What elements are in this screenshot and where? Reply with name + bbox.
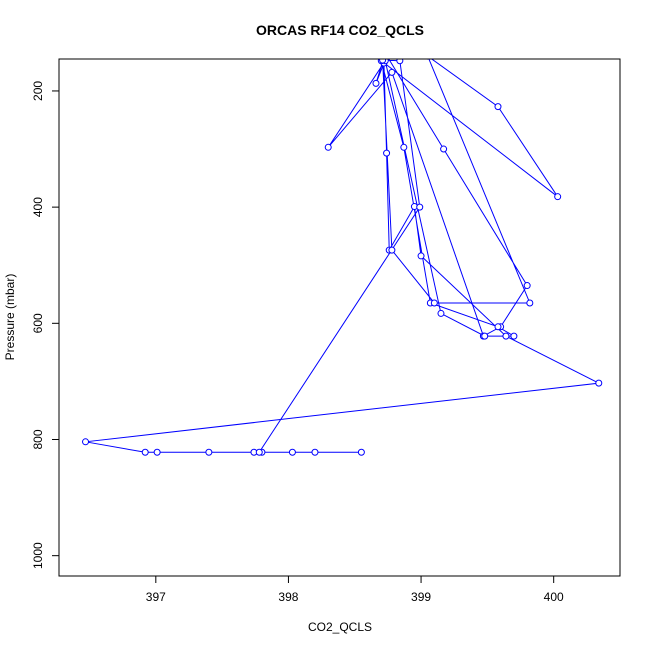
plot-area	[82, 50, 603, 456]
data-point	[437, 309, 445, 317]
data-point	[523, 282, 531, 290]
data-point	[388, 246, 396, 254]
data-point	[510, 332, 518, 340]
data-point	[379, 59, 387, 64]
x-axis: 397 398 399 400	[146, 576, 564, 604]
x-tick-label: 398	[278, 590, 298, 604]
y-axis-label: Pressure (mbar)	[3, 274, 17, 361]
data-point	[502, 332, 510, 340]
data-point	[396, 59, 404, 65]
y-axis: 200 400 600 800 1000	[31, 81, 59, 569]
y-tick-label: 600	[31, 313, 45, 333]
plot-frame	[58, 58, 621, 577]
data-point	[494, 323, 502, 331]
data-point	[388, 68, 396, 76]
data-point	[417, 252, 425, 260]
data-point	[383, 149, 391, 157]
data-point	[382, 50, 388, 56]
data-point	[526, 299, 534, 307]
data-point	[255, 448, 263, 456]
data-point	[153, 448, 161, 456]
data-point	[481, 332, 489, 340]
data-point	[357, 448, 365, 456]
series-line	[85, 59, 601, 453]
data-point	[288, 448, 296, 456]
data-point	[141, 448, 149, 456]
data-point	[595, 379, 603, 387]
data-point	[324, 143, 332, 151]
chart-title: ORCAS RF14 CO2_QCLS	[256, 22, 424, 38]
data-point	[430, 299, 438, 307]
data-point	[494, 103, 502, 111]
x-axis-label: CO2_QCLS	[308, 620, 372, 634]
x-tick-label: 400	[544, 590, 564, 604]
data-point	[311, 448, 319, 456]
data-point	[82, 438, 90, 446]
data-point	[416, 203, 424, 211]
y-tick-label: 200	[31, 81, 45, 101]
data-point	[205, 448, 213, 456]
y-tick-label: 1000	[31, 542, 45, 569]
x-tick-label: 397	[146, 590, 166, 604]
data-point	[554, 193, 562, 201]
data-point	[440, 145, 448, 153]
data-point	[400, 143, 408, 151]
data-point	[372, 79, 380, 87]
x-tick-label: 399	[411, 590, 431, 604]
y-tick-label: 800	[31, 429, 45, 449]
data-point	[425, 59, 430, 60]
y-tick-label: 400	[31, 197, 45, 217]
